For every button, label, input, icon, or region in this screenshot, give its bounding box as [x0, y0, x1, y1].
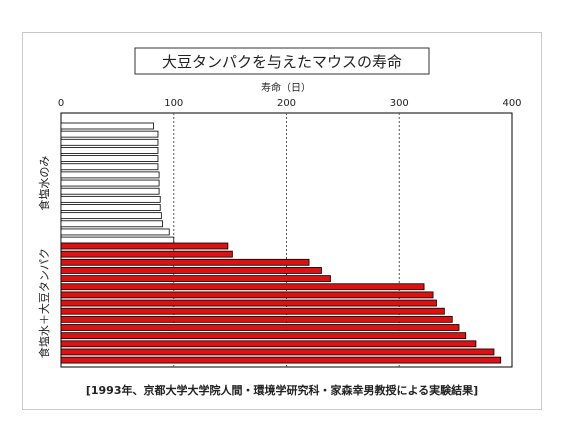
x-tick-label: 300: [390, 98, 409, 109]
bar-saline-soy-protein: [60, 275, 331, 283]
bars: [60, 122, 502, 364]
bar-saline-only: [60, 236, 175, 244]
bar-saline-only: [60, 130, 159, 138]
x-tick-label: 400: [502, 98, 521, 109]
bar-saline-soy-protein: [60, 291, 434, 299]
bar-saline-only: [60, 155, 159, 163]
bar-saline-soy-protein: [60, 258, 310, 266]
bar-saline-only: [60, 187, 160, 195]
chart-title: 大豆タンパクを与えたマウスの寿命: [162, 53, 402, 71]
bar-saline-soy-protein: [60, 348, 495, 356]
bar-saline-only: [60, 179, 160, 187]
bar-saline-only: [60, 147, 159, 154]
bar-saline-only: [60, 228, 170, 236]
bar-saline-soy-protein: [60, 299, 437, 307]
bar-saline-soy-protein: [60, 332, 467, 340]
bar-saline-only: [60, 138, 159, 146]
bar-saline-soy-protein: [60, 307, 445, 315]
x-tick-label: 100: [164, 98, 183, 109]
group-label-saline-only: 食塩水のみ: [37, 156, 51, 211]
bar-saline-soy-protein: [60, 324, 460, 331]
bar-saline-only: [60, 212, 162, 220]
bar-saline-soy-protein: [60, 267, 322, 274]
x-axis-ticks: 0 100 200 300 400: [58, 98, 522, 109]
bar-saline-soy-protein: [60, 315, 453, 323]
bar-saline-soy-protein: [60, 242, 229, 250]
bar-saline-soy-protein: [60, 283, 425, 291]
x-tick-label: 200: [277, 98, 296, 109]
bar-saline-only: [60, 220, 163, 228]
bar-saline-soy-protein: [60, 356, 502, 364]
bar-saline-soy-protein: [60, 340, 477, 348]
group-label-saline-soy-protein: 食塩水＋大豆タンパク: [37, 248, 51, 358]
chart-title-group: 大豆タンパクを与えたマウスの寿命: [134, 47, 430, 75]
bar-saline-only: [60, 204, 161, 211]
bar-saline-soy-protein: [60, 250, 233, 258]
x-axis-title: 寿命（日）: [261, 81, 311, 94]
chart-title-box: [134, 47, 430, 75]
bar-saline-only: [60, 163, 159, 171]
source-note: [1993年、京都大学大学院人間・環境学研究科・家森幸男教授による実験結果]: [86, 383, 478, 397]
bar-saline-only: [60, 195, 161, 203]
x-tick-label: 0: [58, 98, 64, 109]
bar-saline-only: [60, 171, 160, 179]
bar-saline-only: [60, 122, 154, 130]
